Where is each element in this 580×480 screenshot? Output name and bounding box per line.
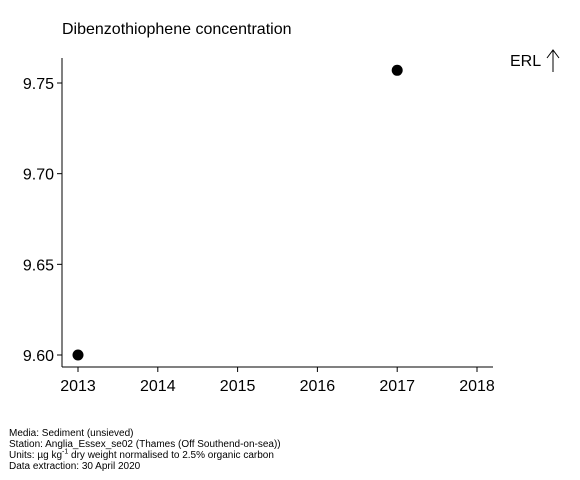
x-tick-label: 2014 (140, 378, 176, 395)
y-tick-label: 9.60 (23, 348, 54, 365)
data-points (72, 64, 403, 361)
y-tick-label: 9.65 (23, 257, 54, 274)
y-tick-label: 9.75 (23, 76, 54, 93)
footer-metadata: Media: Sediment (unsieved) Station: Angl… (9, 428, 281, 472)
x-tick-label: 2018 (459, 378, 495, 395)
footer-extraction: Data extraction: 30 April 2020 (9, 461, 141, 472)
y-axis-ticks: 9.60 9.65 9.70 9.75 (23, 76, 62, 365)
data-point (391, 64, 403, 76)
y-tick-label: 9.70 (23, 167, 54, 184)
x-tick-label: 2017 (379, 378, 415, 395)
erl-up-arrow-icon (546, 49, 560, 72)
chart-title: Dibenzothiophene concentration (62, 21, 292, 38)
x-tick-label: 2016 (300, 378, 336, 395)
footer-station: Station: Anglia_Essex_se02 (Thames (Off … (9, 439, 281, 450)
x-tick-label: 2013 (60, 378, 96, 395)
footer-units: Units: µg kg-1 dry weight normalised to … (9, 448, 274, 461)
footer-media: Media: Sediment (unsieved) (9, 428, 134, 439)
x-axis-ticks: 2013 2014 2015 2016 2017 2018 (60, 367, 495, 395)
axes (61, 58, 493, 368)
x-tick-label: 2015 (220, 378, 256, 395)
erl-label: ERL (510, 53, 541, 70)
data-point (72, 349, 84, 361)
